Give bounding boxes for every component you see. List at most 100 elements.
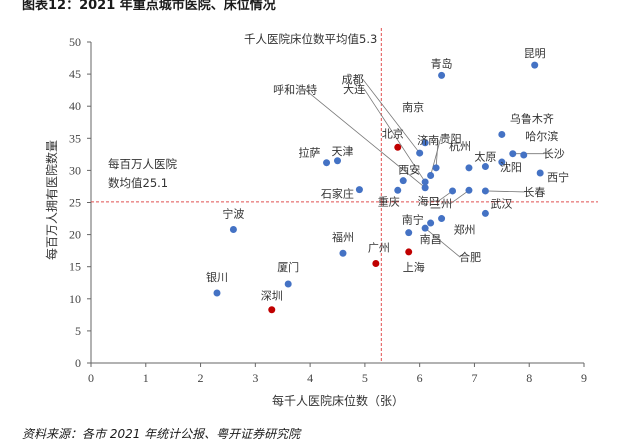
point-label: 哈尔滨 bbox=[525, 129, 558, 143]
x-tick-label: 0 bbox=[88, 371, 94, 385]
leader-lines bbox=[304, 78, 544, 258]
point-leader bbox=[485, 190, 525, 193]
point-label: 沈阳 bbox=[500, 160, 522, 174]
x-tick-label: 2 bbox=[198, 371, 204, 385]
point-marker bbox=[284, 280, 292, 288]
point-label: 北京 bbox=[382, 126, 404, 140]
y-tick-label: 25 bbox=[69, 196, 81, 210]
point-marker bbox=[498, 158, 506, 166]
point-label: 天津 bbox=[332, 145, 354, 158]
point-marker bbox=[509, 150, 517, 158]
point-marker bbox=[405, 248, 413, 256]
point-marker bbox=[427, 172, 435, 180]
point-marker bbox=[536, 169, 544, 177]
point-label: 宁波 bbox=[222, 206, 244, 220]
point-label: 乌鲁木齐 bbox=[510, 111, 554, 125]
y-tick-label: 10 bbox=[69, 292, 81, 306]
point-marker bbox=[432, 164, 440, 172]
point-marker bbox=[405, 229, 413, 237]
point-label: 青岛 bbox=[431, 56, 453, 70]
point-marker bbox=[334, 157, 341, 165]
y-axis-title: 每百万人拥有医院数量 bbox=[44, 140, 59, 260]
point-marker bbox=[416, 149, 424, 157]
point-label: 深圳 bbox=[261, 290, 283, 303]
point-marker bbox=[481, 163, 489, 171]
point-leader bbox=[435, 139, 439, 168]
point-marker bbox=[498, 130, 506, 138]
x-tick-label: 8 bbox=[526, 371, 532, 385]
point-marker bbox=[268, 306, 276, 314]
point-label: 拉萨 bbox=[299, 146, 321, 160]
point-leader bbox=[450, 189, 470, 204]
point-marker bbox=[531, 61, 539, 69]
x-tick-label: 3 bbox=[252, 371, 258, 385]
y-tick-label: 20 bbox=[69, 228, 81, 242]
point-label: 大连 bbox=[343, 82, 365, 96]
y-tick-label: 40 bbox=[69, 99, 81, 113]
point-marker bbox=[394, 186, 402, 194]
point-leader bbox=[304, 89, 426, 189]
point-leader bbox=[362, 78, 420, 154]
point-label: 昆明 bbox=[524, 47, 546, 60]
y-tick-label: 5 bbox=[75, 324, 81, 338]
point-label: 南宁 bbox=[402, 213, 424, 227]
point-label: 海口 bbox=[418, 194, 440, 208]
point-label: 成都 bbox=[342, 73, 364, 86]
point-marker bbox=[213, 289, 221, 297]
x-tick-label: 5 bbox=[362, 371, 368, 385]
point-label: 厦门 bbox=[277, 260, 299, 274]
point-label: 合肥 bbox=[459, 250, 481, 264]
point-label: 银川 bbox=[206, 270, 228, 284]
point-marker bbox=[355, 186, 363, 194]
point-marker bbox=[229, 225, 237, 233]
point-marker bbox=[394, 143, 402, 151]
figure-title: 图表12：2021 年重点城市医院、床位情况 bbox=[22, 0, 276, 13]
y-tick-label: 50 bbox=[69, 35, 81, 49]
point-leader bbox=[363, 88, 426, 183]
point-label: 西安 bbox=[398, 163, 420, 177]
point-marker bbox=[421, 178, 429, 186]
point-label: 贵阳 bbox=[440, 133, 462, 146]
y-tick-label: 30 bbox=[69, 163, 81, 177]
x-tick-label: 1 bbox=[143, 371, 149, 385]
point-label: 西宁 bbox=[547, 170, 569, 184]
avg-hospitals-label: 数均值25.1 bbox=[108, 176, 168, 190]
x-tick-label: 4 bbox=[307, 371, 313, 385]
point-marker bbox=[399, 177, 407, 185]
point-label: 南京 bbox=[402, 100, 424, 114]
point-leader bbox=[424, 227, 461, 258]
avg-hospitals-label: 每百万人医院 bbox=[108, 157, 177, 171]
point-marker bbox=[481, 209, 489, 217]
point-label: 郑州 bbox=[454, 223, 476, 237]
point-label: 福州 bbox=[332, 230, 354, 244]
point-leader bbox=[430, 138, 442, 176]
x-tick-label: 7 bbox=[471, 371, 477, 385]
point-label: 济南 bbox=[417, 133, 439, 147]
points-layer bbox=[213, 61, 544, 314]
figure-source: 资料来源：各市 2021 年统计公报、粤开证券研究院 bbox=[22, 427, 301, 441]
x-tick-label: 6 bbox=[417, 371, 423, 385]
point-marker bbox=[438, 71, 446, 79]
x-axis-title: 每千人医院床位数（张） bbox=[272, 393, 404, 408]
point-label: 石家庄 bbox=[321, 187, 354, 201]
point-marker bbox=[421, 224, 429, 232]
point-marker bbox=[372, 259, 380, 267]
y-tick-label: 0 bbox=[75, 356, 81, 370]
point-marker bbox=[421, 184, 429, 192]
point-label: 长沙 bbox=[543, 148, 565, 161]
y-tick-label: 35 bbox=[69, 131, 81, 145]
point-marker bbox=[481, 187, 489, 195]
point-label: 太原 bbox=[474, 151, 496, 164]
point-marker bbox=[465, 164, 473, 172]
point-marker bbox=[339, 249, 347, 257]
y-tick-label: 15 bbox=[69, 260, 81, 274]
point-label: 兰州 bbox=[430, 197, 452, 210]
point-label: 南昌 bbox=[420, 233, 442, 246]
point-label: 呼和浩特 bbox=[273, 83, 317, 97]
point-marker bbox=[465, 186, 473, 194]
point-label: 重庆 bbox=[378, 194, 400, 208]
point-label: 长春 bbox=[523, 186, 545, 199]
